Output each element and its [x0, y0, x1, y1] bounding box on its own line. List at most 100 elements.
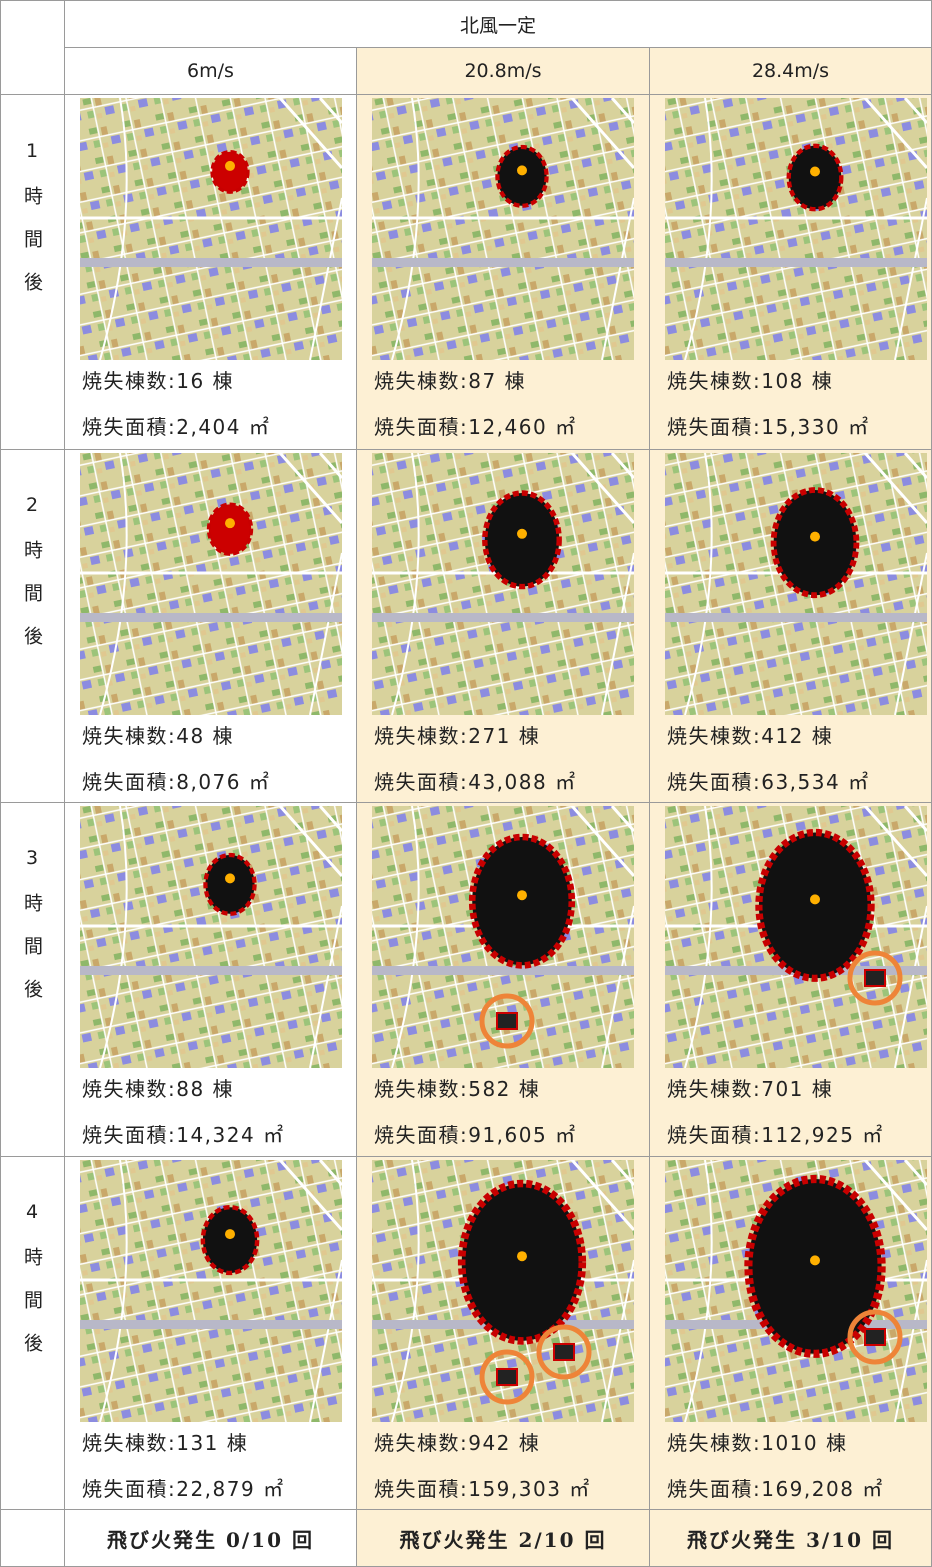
burned-area-text: 焼失面積:112,925 ㎡ — [667, 1123, 884, 1147]
map-highway — [665, 613, 927, 622]
fire-origin — [225, 873, 235, 884]
map-base — [80, 98, 342, 360]
fire-origin — [225, 160, 235, 171]
burned-buildings: 焼失棟数:942 棟 — [374, 1431, 541, 1455]
burned-area-text: 焼失面積:169,208 ㎡ — [667, 1477, 884, 1501]
map-base — [372, 453, 634, 715]
row-label: 1時間後 — [21, 139, 43, 315]
spot-fire — [496, 1012, 518, 1030]
spot-fire — [864, 969, 886, 987]
row-label: 2時間後 — [21, 493, 43, 669]
map-road — [372, 98, 634, 220]
row-label-cell: 2時間後 — [0, 450, 65, 803]
simulation-map — [372, 98, 634, 360]
map-road — [80, 806, 342, 928]
burned-buildings: 焼失棟数:1010 棟 — [667, 1431, 848, 1455]
map-highway — [372, 966, 634, 975]
result-cell: 焼失棟数:1010 棟焼失面積:169,208 ㎡ — [650, 1157, 932, 1510]
fire-origin — [225, 1229, 235, 1240]
spot-fire-count: 飛び火発生 3/10 回 — [650, 1510, 932, 1567]
spot-fire-ring — [536, 1324, 592, 1380]
map-road — [391, 453, 634, 715]
burned-area — [755, 828, 875, 982]
burned-area-text: 焼失面積:91,605 ㎡ — [374, 1123, 577, 1147]
result-cell: 焼失棟数:271 棟焼失面積:43,088 ㎡ — [357, 450, 650, 803]
burned-area — [203, 852, 257, 916]
row-label: 3時間後 — [21, 847, 43, 1022]
spot-fire-ring — [847, 1309, 903, 1365]
spot-fire — [864, 1328, 886, 1346]
simulation-map — [665, 1160, 927, 1422]
spot-fire-count: 飛び火発生 0/10 回 — [65, 1510, 357, 1567]
simulation-map — [80, 1160, 342, 1422]
fire-origin — [517, 890, 527, 901]
burned-buildings: 焼失棟数:582 棟 — [374, 1077, 541, 1101]
burned-buildings: 焼失棟数:16 棟 — [82, 369, 235, 393]
burned-buildings: 焼失棟数:271 棟 — [374, 724, 541, 748]
result-cell: 焼失棟数:108 棟焼失面積:15,330 ㎡ — [650, 95, 932, 450]
fire-origin — [810, 531, 820, 542]
map-base — [372, 98, 634, 360]
map-highway — [372, 258, 634, 267]
fire-origin — [517, 528, 527, 539]
simulation-map — [372, 1160, 634, 1422]
burned-buildings: 焼失棟数:88 棟 — [82, 1077, 235, 1101]
burned-area — [786, 143, 844, 212]
result-cell: 焼失棟数:16 棟焼失面積:2,404 ㎡ — [65, 95, 357, 450]
result-cell: 焼失棟数:88 棟焼失面積:14,324 ㎡ — [65, 803, 357, 1157]
row-label-cell: 3時間後 — [0, 803, 65, 1157]
fire-origin — [517, 1251, 527, 1262]
burned-area-text: 焼失面積:43,088 ㎡ — [374, 770, 577, 794]
burned-area — [468, 833, 576, 969]
map-highway — [80, 613, 342, 622]
map-road — [684, 806, 927, 1068]
map-road — [99, 1160, 342, 1422]
burned-area — [482, 490, 562, 590]
spot-fire-ring — [479, 1349, 535, 1405]
map-road — [665, 98, 927, 220]
map-road — [684, 98, 927, 360]
column-header: 6m/s — [65, 48, 357, 95]
map-road — [391, 806, 634, 1068]
burned-buildings: 焼失棟数:412 棟 — [667, 724, 834, 748]
row-label-cell: 4時間後 — [0, 1157, 65, 1510]
simulation-map — [665, 98, 927, 360]
map-road — [684, 1160, 927, 1422]
burned-buildings: 焼失棟数:48 棟 — [82, 724, 235, 748]
burned-area — [210, 150, 250, 194]
result-cell: 焼失棟数:942 棟焼失面積:159,303 ㎡ — [357, 1157, 650, 1510]
burned-buildings: 焼失棟数:131 棟 — [82, 1431, 249, 1455]
row-label-cell: 1時間後 — [0, 95, 65, 450]
spot-fire-ring — [847, 950, 903, 1006]
spot-fire — [553, 1343, 575, 1361]
map-road — [391, 98, 634, 360]
simulation-map — [80, 98, 342, 360]
burned-buildings: 焼失棟数:87 棟 — [374, 369, 527, 393]
result-cell: 焼失棟数:582 棟焼失面積:91,605 ㎡ — [357, 803, 650, 1157]
simulation-map — [665, 453, 927, 715]
simulation-map — [665, 806, 927, 1068]
map-base — [80, 1160, 342, 1422]
map-road — [391, 1160, 634, 1422]
result-cell: 焼失棟数:131 棟焼失面積:22,879 ㎡ — [65, 1157, 357, 1510]
fire-origin — [225, 518, 235, 529]
burned-buildings: 焼失棟数:701 棟 — [667, 1077, 834, 1101]
map-road — [99, 806, 342, 1068]
burned-area — [495, 144, 549, 208]
spot-fire — [496, 1368, 518, 1386]
map-base — [665, 98, 927, 360]
result-cell: 焼失棟数:412 棟焼失面積:63,534 ㎡ — [650, 450, 932, 803]
map-highway — [372, 613, 634, 622]
footer-label-cell — [0, 1510, 65, 1567]
fire-origin — [810, 894, 820, 905]
map-road — [684, 453, 927, 715]
burned-area-text: 焼失面積:12,460 ㎡ — [374, 415, 577, 439]
burned-area — [206, 502, 254, 556]
column-header: 28.4m/s — [650, 48, 932, 95]
header-title: 北風一定 — [65, 0, 932, 48]
column-header: 20.8m/s — [357, 48, 650, 95]
map-highway — [665, 258, 927, 267]
burned-area — [200, 1204, 260, 1276]
simulation-map — [80, 806, 342, 1068]
map-road — [80, 98, 342, 220]
